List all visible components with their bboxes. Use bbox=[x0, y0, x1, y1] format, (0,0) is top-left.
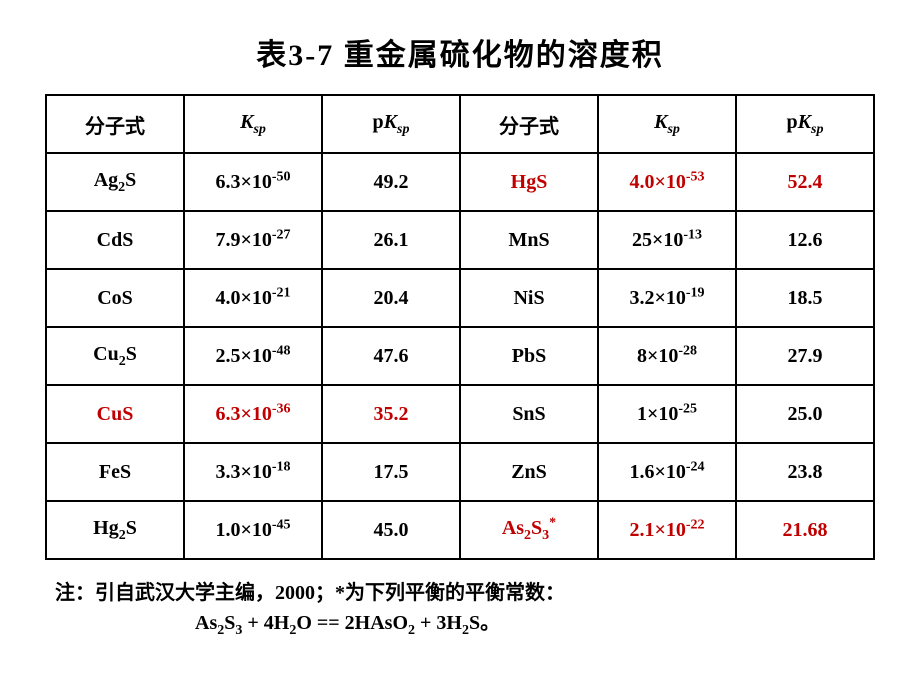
formula-cell: HgS bbox=[460, 153, 598, 211]
pksp-cell: 18.5 bbox=[736, 269, 874, 327]
table-row: Hg2S1.0×10-4545.0As2S3*2.1×10-2221.68 bbox=[46, 501, 874, 559]
pksp-cell: 27.9 bbox=[736, 327, 874, 385]
header-ksp-1: Ksp bbox=[184, 95, 322, 153]
solubility-table: 分子式 Ksp pKsp 分子式 Ksp pKsp Ag2S6.3×10-504… bbox=[45, 94, 875, 560]
ksp-cell: 2.5×10-48 bbox=[184, 327, 322, 385]
header-formula-1: 分子式 bbox=[46, 95, 184, 153]
header-ksp-2: Ksp bbox=[598, 95, 736, 153]
pksp-cell: 21.68 bbox=[736, 501, 874, 559]
table-row: CoS4.0×10-2120.4NiS3.2×10-1918.5 bbox=[46, 269, 874, 327]
footnote: 注：引自武汉大学主编，2000；*为下列平衡的平衡常数： As2S3 + 4H2… bbox=[45, 578, 875, 641]
formula-cell: MnS bbox=[460, 211, 598, 269]
formula-cell: SnS bbox=[460, 385, 598, 443]
pksp-cell: 52.4 bbox=[736, 153, 874, 211]
table-title: 表3-7 重金属硫化物的溶度积 bbox=[45, 30, 875, 74]
footnote-equation: As2S3 + 4H2O == 2HAsO2 + 3H2S。 bbox=[55, 608, 875, 641]
ksp-cell: 2.1×10-22 bbox=[598, 501, 736, 559]
ksp-cell: 6.3×10-36 bbox=[184, 385, 322, 443]
table-row: Ag2S6.3×10-5049.2HgS4.0×10-5352.4 bbox=[46, 153, 874, 211]
formula-cell: FeS bbox=[46, 443, 184, 501]
pksp-cell: 35.2 bbox=[322, 385, 460, 443]
pksp-cell: 17.5 bbox=[322, 443, 460, 501]
header-pksp-2: pKsp bbox=[736, 95, 874, 153]
ksp-cell: 7.9×10-27 bbox=[184, 211, 322, 269]
header-formula-2: 分子式 bbox=[460, 95, 598, 153]
formula-cell: CuS bbox=[46, 385, 184, 443]
ksp-cell: 3.2×10-19 bbox=[598, 269, 736, 327]
ksp-cell: 8×10-28 bbox=[598, 327, 736, 385]
ksp-cell: 4.0×10-53 bbox=[598, 153, 736, 211]
header-row: 分子式 Ksp pKsp 分子式 Ksp pKsp bbox=[46, 95, 874, 153]
formula-cell: PbS bbox=[460, 327, 598, 385]
formula-cell: NiS bbox=[460, 269, 598, 327]
formula-cell: CdS bbox=[46, 211, 184, 269]
table-row: CdS7.9×10-2726.1MnS25×10-1312.6 bbox=[46, 211, 874, 269]
pksp-cell: 47.6 bbox=[322, 327, 460, 385]
ksp-cell: 6.3×10-50 bbox=[184, 153, 322, 211]
footnote-line1: 注：引自武汉大学主编，2000；*为下列平衡的平衡常数： bbox=[55, 578, 875, 608]
formula-cell: As2S3* bbox=[460, 501, 598, 559]
pksp-cell: 23.8 bbox=[736, 443, 874, 501]
formula-cell: ZnS bbox=[460, 443, 598, 501]
pksp-cell: 20.4 bbox=[322, 269, 460, 327]
formula-cell: Cu2S bbox=[46, 327, 184, 385]
table-row: CuS6.3×10-3635.2SnS1×10-2525.0 bbox=[46, 385, 874, 443]
pksp-cell: 45.0 bbox=[322, 501, 460, 559]
formula-cell: Ag2S bbox=[46, 153, 184, 211]
ksp-cell: 25×10-13 bbox=[598, 211, 736, 269]
pksp-cell: 12.6 bbox=[736, 211, 874, 269]
formula-cell: CoS bbox=[46, 269, 184, 327]
table-row: Cu2S2.5×10-4847.6PbS8×10-2827.9 bbox=[46, 327, 874, 385]
pksp-cell: 26.1 bbox=[322, 211, 460, 269]
ksp-cell: 4.0×10-21 bbox=[184, 269, 322, 327]
ksp-cell: 1×10-25 bbox=[598, 385, 736, 443]
formula-cell: Hg2S bbox=[46, 501, 184, 559]
table-body: Ag2S6.3×10-5049.2HgS4.0×10-5352.4CdS7.9×… bbox=[46, 153, 874, 559]
header-pksp-1: pKsp bbox=[322, 95, 460, 153]
ksp-cell: 3.3×10-18 bbox=[184, 443, 322, 501]
ksp-cell: 1.0×10-45 bbox=[184, 501, 322, 559]
pksp-cell: 25.0 bbox=[736, 385, 874, 443]
pksp-cell: 49.2 bbox=[322, 153, 460, 211]
table-row: FeS3.3×10-1817.5ZnS1.6×10-2423.8 bbox=[46, 443, 874, 501]
ksp-cell: 1.6×10-24 bbox=[598, 443, 736, 501]
